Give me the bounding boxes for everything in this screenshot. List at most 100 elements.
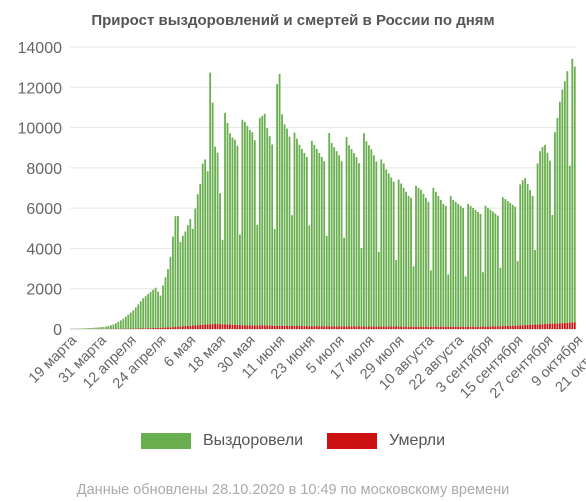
bar-recovered (358, 163, 360, 327)
bar-deaths (529, 324, 532, 329)
bar-recovered (209, 72, 212, 325)
bar-recovered (132, 310, 135, 329)
bar-deaths (291, 325, 293, 329)
bar-recovered (201, 163, 204, 325)
bar-deaths (273, 325, 276, 329)
bar-recovered (348, 145, 350, 327)
bar-deaths (221, 324, 224, 329)
bar-recovered (482, 272, 484, 327)
bar-recovered (169, 256, 172, 328)
bar-deaths (432, 326, 435, 329)
bar-recovered (296, 138, 298, 326)
bar-recovered (186, 225, 189, 326)
bar-deaths (427, 326, 430, 329)
bar-deaths (201, 324, 204, 329)
bar-recovered (492, 211, 494, 327)
bar-recovered (127, 314, 130, 329)
bar-recovered (551, 214, 554, 324)
legend-item-deaths[interactable]: Умерли (327, 432, 445, 450)
bar-deaths (516, 325, 519, 329)
bar-deaths (524, 325, 527, 329)
bar-recovered (293, 132, 296, 326)
bar-recovered (380, 159, 383, 327)
bar-recovered (105, 326, 107, 329)
bar-deaths (234, 324, 236, 329)
bar-recovered (325, 235, 328, 327)
bar-recovered (241, 119, 244, 326)
legend-item-recovered[interactable]: Выздоровели (140, 432, 303, 450)
bar-recovered (370, 149, 373, 327)
bar-deaths (551, 323, 554, 329)
bar-recovered (303, 152, 306, 327)
bar-recovered (514, 206, 517, 326)
y-tick-label: 0 (53, 322, 62, 339)
bar-deaths (258, 325, 261, 329)
bar-recovered (469, 205, 472, 327)
bar-recovered (425, 197, 427, 327)
bar-deaths (338, 326, 341, 329)
bar-deaths (358, 326, 360, 329)
bar-deaths (407, 326, 410, 329)
bar-recovered (462, 207, 465, 327)
bar-deaths (425, 326, 427, 329)
bar-deaths (308, 326, 311, 329)
bar-recovered (276, 84, 279, 326)
y-tick-label: 10000 (18, 121, 63, 138)
chart-title: Прирост выздоровлений и смертей в России… (91, 12, 495, 29)
bar-recovered (189, 219, 192, 326)
legend-label-deaths: Умерли (389, 432, 446, 449)
bar-recovered (179, 241, 182, 327)
bar-recovered (246, 125, 249, 326)
bar-deaths (437, 326, 440, 329)
bar-deaths (410, 326, 412, 329)
bar-deaths (330, 326, 333, 329)
bar-recovered (519, 184, 522, 326)
bar-recovered (432, 187, 435, 327)
bar-deaths (139, 328, 142, 329)
bar-recovered (430, 270, 432, 327)
bar-deaths (544, 324, 546, 329)
bar-recovered (457, 203, 460, 327)
bar-recovered (167, 269, 169, 328)
bar-recovered (439, 199, 442, 327)
bar-deaths (303, 326, 306, 329)
bar-deaths (167, 327, 169, 329)
bar-deaths (318, 326, 321, 329)
bar-recovered (100, 327, 102, 329)
bar-deaths (281, 325, 283, 329)
bar-recovered (372, 155, 375, 327)
bar-deaths (323, 326, 326, 329)
bar-deaths (531, 324, 534, 329)
bar-recovered (323, 161, 326, 327)
bar-deaths (348, 326, 350, 329)
bar-recovered (496, 215, 499, 327)
bar-recovered (124, 316, 127, 329)
bar-recovered (375, 161, 378, 327)
bar-recovered (355, 157, 358, 327)
bar-recovered (516, 261, 519, 326)
bar-recovered (385, 169, 388, 327)
bar-recovered (261, 115, 264, 326)
y-tick-label: 12000 (18, 80, 63, 97)
bar-recovered (114, 323, 117, 329)
bar-deaths (447, 326, 450, 329)
bar-deaths (385, 326, 388, 329)
bar-deaths (315, 326, 318, 329)
bar-recovered (119, 320, 122, 329)
bar-deaths (400, 326, 403, 329)
bar-deaths (226, 324, 229, 329)
bar-deaths (224, 324, 226, 329)
bar-deaths (159, 327, 162, 329)
bar-recovered (477, 211, 479, 327)
bar-recovered (529, 190, 532, 325)
bar-deaths (261, 325, 264, 329)
bar-deaths (395, 326, 398, 329)
bar-deaths (549, 323, 551, 329)
bar-recovered (556, 117, 559, 324)
bar-deaths (271, 325, 274, 329)
bar-recovered (573, 66, 576, 323)
bar-recovered (268, 136, 271, 326)
bar-recovered (382, 163, 385, 327)
bar-deaths (380, 326, 383, 329)
bar-deaths (196, 325, 199, 329)
